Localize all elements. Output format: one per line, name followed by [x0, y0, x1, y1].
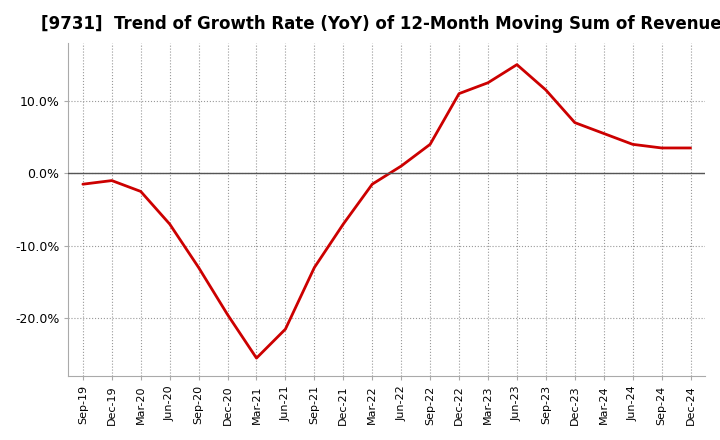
Title: [9731]  Trend of Growth Rate (YoY) of 12-Month Moving Sum of Revenues: [9731] Trend of Growth Rate (YoY) of 12-…	[42, 15, 720, 33]
